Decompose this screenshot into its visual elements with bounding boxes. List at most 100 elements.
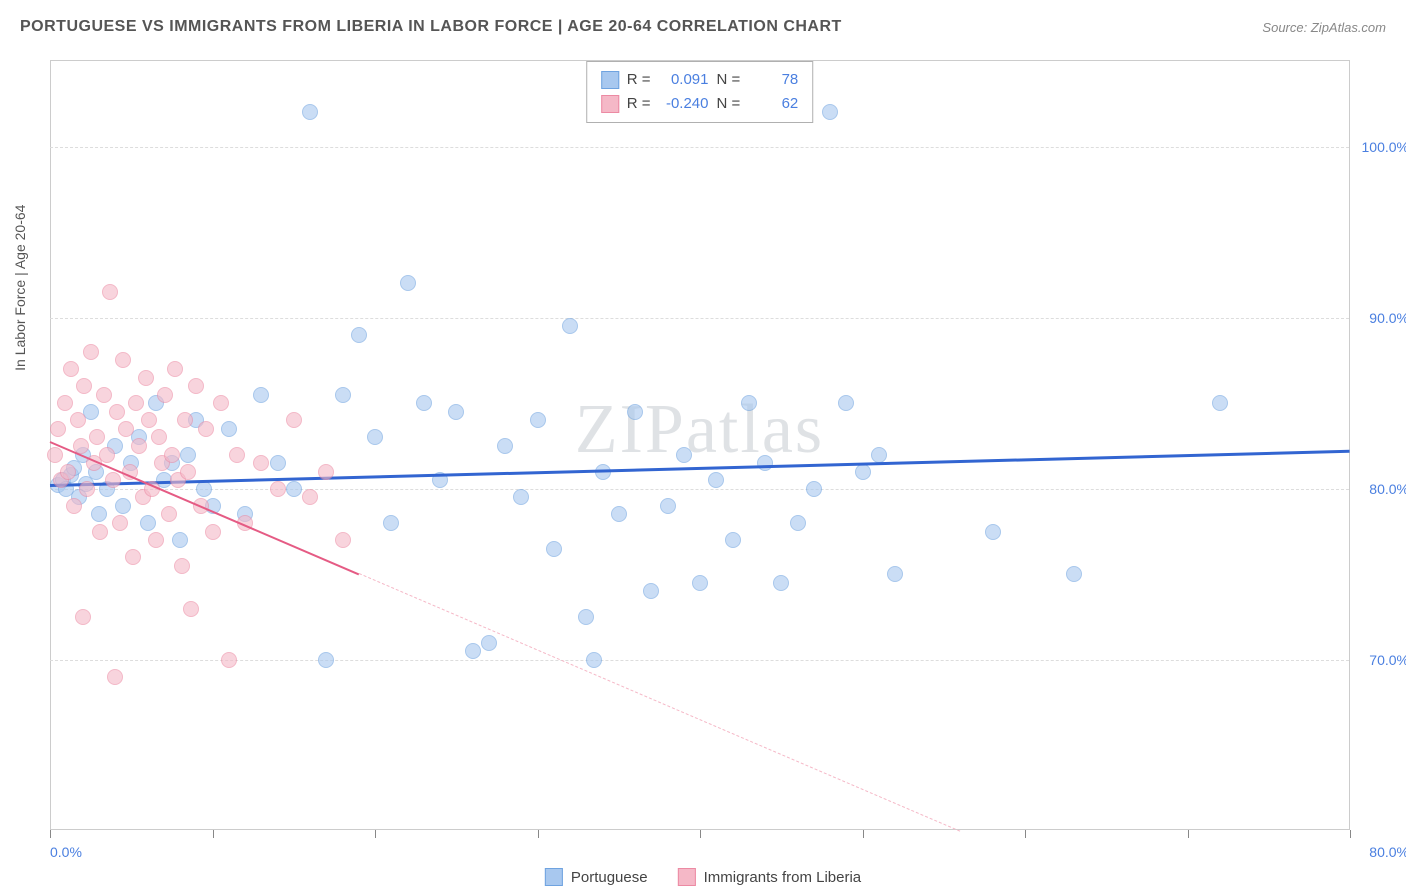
scatter-point [107,669,123,685]
n-label: N = [717,68,741,92]
chart-title: PORTUGUESE VS IMMIGRANTS FROM LIBERIA IN… [20,18,842,36]
n-value: 62 [748,92,798,116]
r-label: R = [627,92,651,116]
x-tick [1350,830,1351,838]
scatter-point [318,464,334,480]
scatter-point [676,447,692,463]
trendline [50,449,1350,486]
scatter-point [692,575,708,591]
swatch-icon [601,95,619,113]
scatter-point [105,472,121,488]
scatter-point [75,609,91,625]
series-legend: Portuguese Immigrants from Liberia [545,868,861,886]
scatter-point [205,524,221,540]
scatter-point [1212,395,1228,411]
x-tick [50,830,51,838]
gridline [50,147,1349,148]
correlation-legend: R = 0.091 N = 78 R = -0.240 N = 62 [586,61,814,123]
scatter-point [151,429,167,445]
scatter-point [47,447,63,463]
swatch-icon [545,868,563,886]
scatter-point [806,481,822,497]
scatter-point [586,652,602,668]
scatter-point [141,412,157,428]
scatter-point [643,583,659,599]
scatter-point [416,395,432,411]
scatter-point [270,481,286,497]
scatter-point [513,489,529,505]
scatter-point [66,498,82,514]
scatter-point [562,318,578,334]
scatter-point [229,447,245,463]
scatter-point [351,327,367,343]
n-value: 78 [748,68,798,92]
swatch-icon [678,868,696,886]
scatter-point [96,387,112,403]
scatter-point [50,421,66,437]
source-attribution: Source: ZipAtlas.com [1262,20,1386,35]
r-value: 0.091 [659,68,709,92]
series-name: Immigrants from Liberia [704,869,862,886]
scatter-point [125,549,141,565]
scatter-point [822,104,838,120]
gridline [50,318,1349,319]
scatter-point [60,464,76,480]
scatter-point [887,566,903,582]
n-label: N = [717,92,741,116]
scatter-point [198,421,214,437]
x-tick [538,830,539,838]
scatter-point [497,438,513,454]
scatter-point [79,481,95,497]
scatter-point [118,421,134,437]
x-tick [1188,830,1189,838]
x-tick-label: 0.0% [50,844,82,860]
scatter-point [138,370,154,386]
scatter-point [172,532,188,548]
chart-header: PORTUGUESE VS IMMIGRANTS FROM LIBERIA IN… [20,18,1386,36]
scatter-point [757,455,773,471]
scatter-point [91,506,107,522]
x-tick [700,830,701,838]
source-label: Source: [1262,20,1307,35]
scatter-point [367,429,383,445]
series-name: Portuguese [571,869,648,886]
scatter-point [773,575,789,591]
scatter-point [627,404,643,420]
scatter-point [1066,566,1082,582]
scatter-point [465,643,481,659]
scatter-point [89,429,105,445]
scatter-point [221,421,237,437]
y-tick-label: 80.0% [1354,481,1406,497]
scatter-point [546,541,562,557]
scatter-point [871,447,887,463]
scatter-point [253,387,269,403]
scatter-point [253,455,269,471]
scatter-point [530,412,546,428]
scatter-point [83,344,99,360]
scatter-point [70,412,86,428]
source-name: ZipAtlas.com [1311,20,1386,35]
scatter-point [161,506,177,522]
legend-row-portuguese: R = 0.091 N = 78 [601,68,799,92]
scatter-point [196,481,212,497]
scatter-point [838,395,854,411]
scatter-point [790,515,806,531]
scatter-point [578,609,594,625]
scatter-point [92,524,108,540]
scatter-point [102,284,118,300]
scatter-point [167,361,183,377]
scatter-point [177,412,193,428]
scatter-point [148,532,164,548]
trendline-extrapolated [359,573,961,832]
scatter-point [140,515,156,531]
r-value: -0.240 [659,92,709,116]
y-tick-label: 100.0% [1354,139,1406,155]
x-tick [213,830,214,838]
scatter-point [270,455,286,471]
scatter-point [611,506,627,522]
scatter-point [383,515,399,531]
scatter-point [180,447,196,463]
r-label: R = [627,68,651,92]
scatter-point [63,361,79,377]
scatter-point [725,532,741,548]
